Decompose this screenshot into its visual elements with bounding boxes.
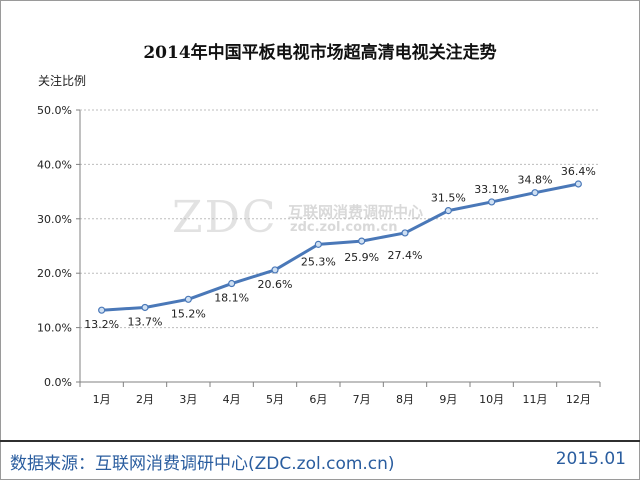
y-tick-label: 50.0% [37, 104, 72, 117]
data-point [488, 198, 496, 206]
x-tick-label: 1月 [93, 393, 111, 406]
y-tick-label: 30.0% [37, 213, 72, 226]
footer-date: 2015.01 [555, 449, 626, 469]
x-tick-label: 7月 [353, 393, 371, 406]
x-tick-label: 12月 [566, 393, 591, 406]
data-point [314, 240, 322, 248]
y-tick-label: 20.0% [37, 267, 72, 280]
x-tick-label: 6月 [309, 393, 327, 406]
data-label: 31.5% [431, 192, 466, 205]
data-label: 33.1% [474, 183, 509, 196]
x-tick-label: 10月 [479, 393, 504, 406]
chart-title: 2014年中国平板电视市场超高清电视关注走势 [143, 43, 497, 63]
y-tick-label: 0.0% [44, 376, 72, 389]
data-point [184, 295, 192, 303]
data-point [271, 266, 279, 274]
x-tick-label: 5月 [266, 393, 284, 406]
data-point [358, 237, 366, 245]
data-label: 34.8% [518, 174, 553, 187]
data-label: 13.2% [84, 318, 119, 331]
data-point [444, 207, 452, 215]
watermark-logo: ZDC [172, 192, 278, 243]
data-label: 18.1% [214, 292, 249, 305]
y-tick-label: 10.0% [37, 322, 72, 335]
data-point [401, 229, 409, 237]
watermark-name: 互联网消费调研中心 [288, 203, 424, 221]
x-tick-label: 9月 [439, 393, 457, 406]
x-tick-label: 11月 [523, 393, 548, 406]
data-point [531, 189, 539, 197]
data-label: 20.6% [258, 278, 293, 291]
x-tick-label: 3月 [179, 393, 197, 406]
x-tick-label: 8月 [396, 393, 414, 406]
data-label: 27.4% [388, 249, 423, 262]
series-line [101, 182, 579, 312]
data-label: 13.7% [128, 315, 163, 328]
footer-source: 数据来源：互联网消费调研中心(ZDC.zol.com.cn) [10, 454, 395, 474]
data-label: 15.2% [171, 307, 206, 320]
data-point [228, 279, 236, 288]
x-tick-label: 4月 [223, 393, 241, 406]
footer-divider [0, 440, 640, 442]
data-label: 25.9% [344, 251, 379, 264]
data-label: 36.4% [561, 165, 596, 178]
data-point [98, 306, 106, 314]
x-tick-label: 2月 [136, 393, 154, 406]
data-point [141, 303, 149, 312]
data-label: 25.3% [301, 255, 336, 268]
y-axis-label: 关注比例 [38, 74, 87, 88]
data-point [574, 180, 582, 188]
y-tick-label: 40.0% [37, 158, 72, 171]
watermark-url: zdc.zol.com.cn [290, 220, 398, 235]
